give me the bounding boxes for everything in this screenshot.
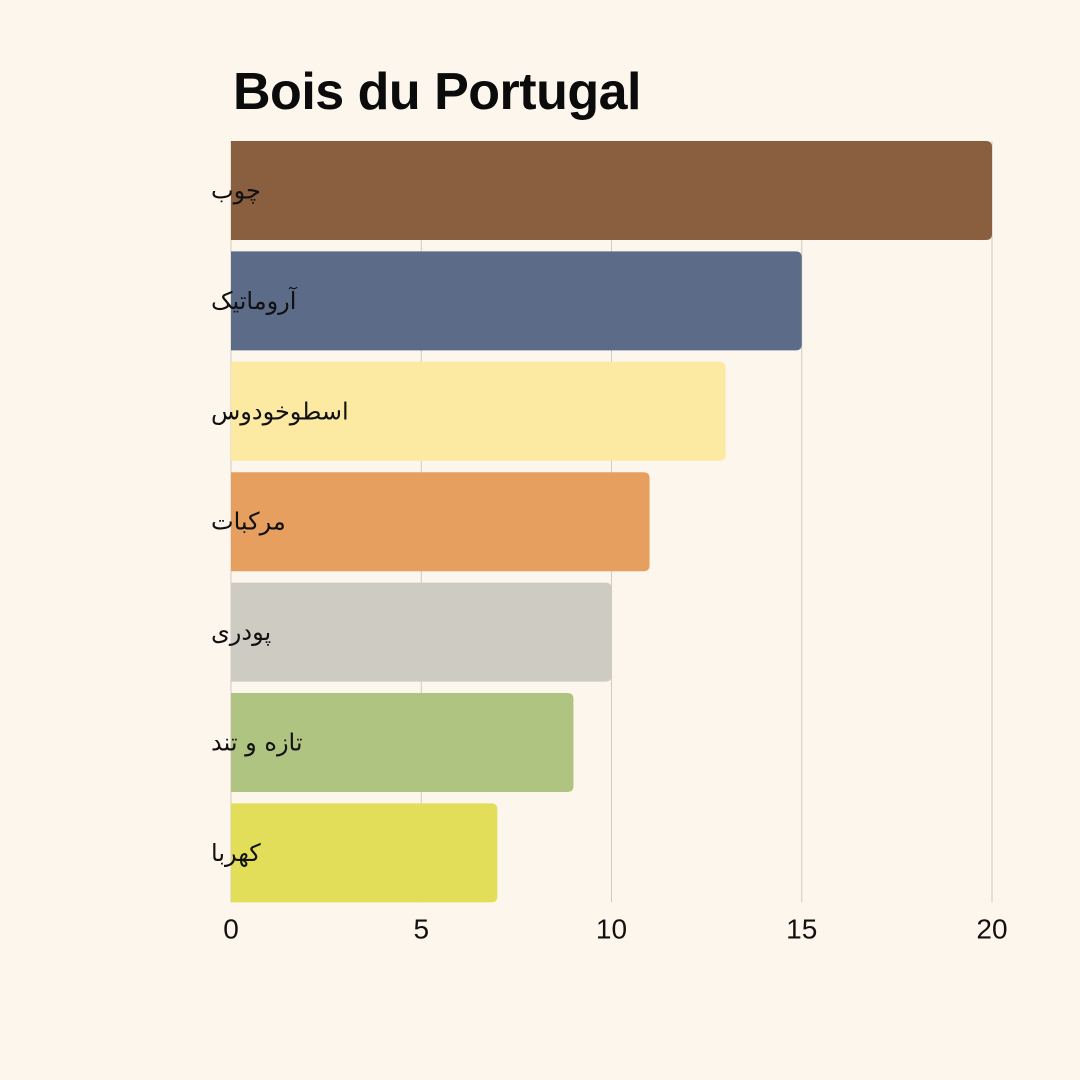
bar-3 [231,472,650,572]
x-tick-label-1: 5 [413,913,429,944]
bar-5 [231,693,574,792]
category-label-5: تازه و تند [211,729,303,757]
bar-1 [231,251,802,351]
category-labels: چوب آروماتیک اسطوخودوس مرکبات پودری تازه و تن… [211,177,349,867]
bars [231,141,992,903]
x-tick-label-3: 15 [786,913,817,944]
category-label-3: مرکبات [211,508,286,536]
bar-4 [231,582,612,682]
bar-6 [231,803,498,903]
x-tick-label-2: 10 [596,913,627,944]
x-tick-label-4: 20 [976,913,1007,944]
category-label-1: آروماتیک [211,286,298,315]
x-tick-label-0: 0 [223,913,239,944]
x-axis-ticks: 0 5 10 15 20 [223,913,1007,944]
category-label-4: پودری [211,618,271,646]
chart-title: Bois du Portugal [233,63,642,121]
bar-2 [231,361,726,461]
bar-0 [231,141,992,240]
category-label-0: چوب [211,177,261,205]
category-label-6: کهربا [211,839,261,867]
category-label-2: اسطوخودوس [211,397,349,425]
